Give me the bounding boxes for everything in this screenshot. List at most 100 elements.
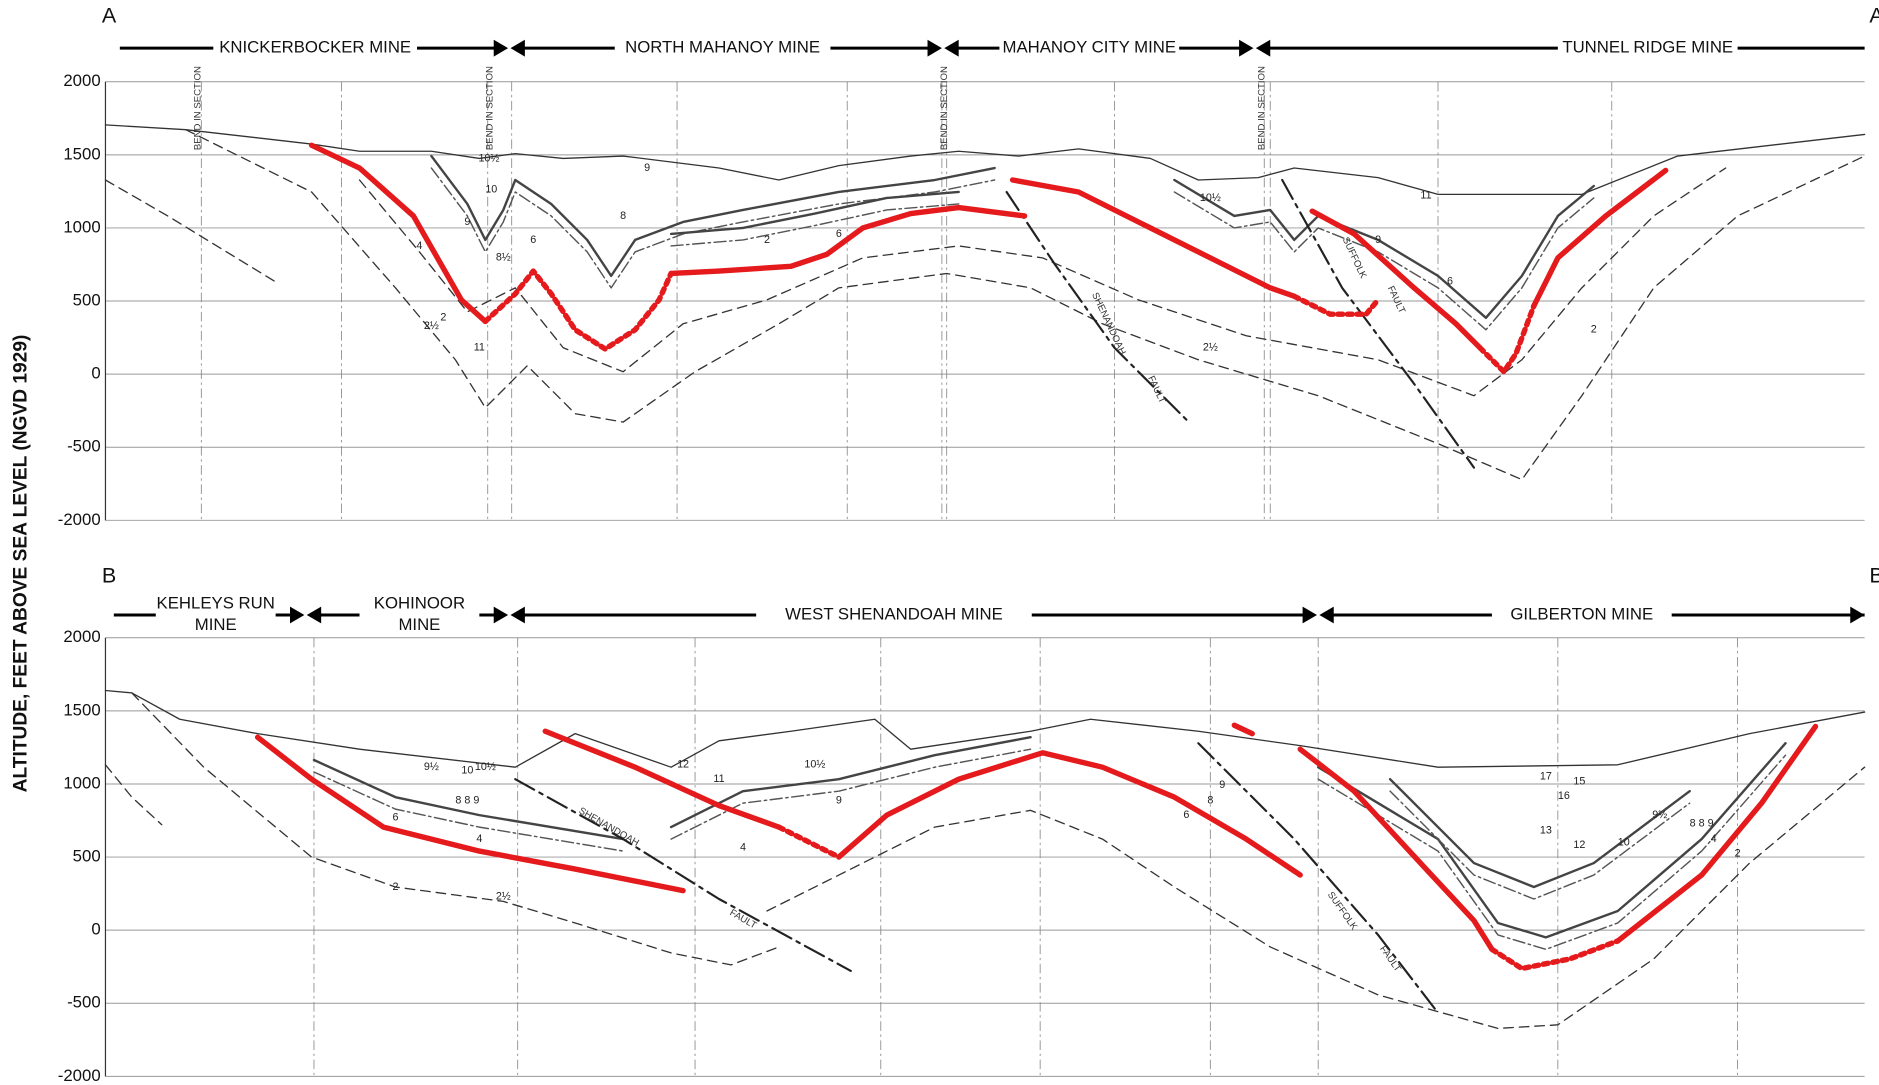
y-tick-label: -500 <box>67 993 101 1012</box>
mine-label: KEHLEYS RUN <box>157 594 275 613</box>
bed-label: 2 <box>392 881 398 893</box>
bed-label: 2½ <box>424 320 439 332</box>
bed-label: 4 <box>740 841 746 853</box>
bed-label: 6 <box>1183 809 1189 821</box>
ground-surface <box>105 125 1864 195</box>
bed-label: 10½ <box>478 152 499 164</box>
arrowhead <box>1239 40 1253 57</box>
mine-label: GILBERTON MINE <box>1510 604 1653 623</box>
coal-bed <box>1174 180 1593 318</box>
bed-dashed <box>105 765 161 825</box>
y-tick-label: 1000 <box>63 773 100 792</box>
page: {"y_axis_label":"ALTITUDE, FEET ABOVE SE… <box>0 0 1879 1085</box>
mine-label: NORTH MAHANOY MINE <box>625 38 820 57</box>
bed-label: 2 <box>764 234 770 246</box>
bed-label: 6 <box>836 228 842 240</box>
bed-label: 4 <box>416 240 422 252</box>
mine-label: KNICKERBOCKER MINE <box>219 38 411 57</box>
coal-bed <box>671 737 1031 827</box>
bed-label: 9 <box>464 216 470 228</box>
mine-pool-line <box>485 271 671 349</box>
mine-pool-line <box>671 208 1025 274</box>
bed-label: 8 8 9 <box>455 795 479 807</box>
mine-pool-line <box>1234 725 1252 733</box>
bend-label: BEND IN SECTION <box>192 66 203 150</box>
bed-label: 9 <box>1375 234 1381 246</box>
section-start-label: A <box>102 3 117 28</box>
bed-dashed <box>767 767 1865 1028</box>
y-tick-label: 500 <box>73 847 101 866</box>
y-tick-label: -2000 <box>58 510 101 529</box>
arrowhead <box>510 40 524 57</box>
bed-label: 2 <box>1735 847 1741 859</box>
mine-pool-line <box>1534 170 1666 305</box>
bed-label: 2 <box>1591 324 1597 336</box>
bed-label: 13 <box>1540 825 1552 837</box>
mine-pool-line <box>1300 749 1492 949</box>
bed-label: 11 <box>1420 189 1431 201</box>
bed-label: 10½ <box>475 761 496 773</box>
mine-label: MINE <box>398 615 440 634</box>
bed-label: 9½ <box>424 761 439 773</box>
y-tick-label: -500 <box>67 437 101 456</box>
bed-label: 6 <box>392 811 398 823</box>
bend-label: BEND IN SECTION <box>1256 66 1267 150</box>
bed-label: 4 <box>476 833 482 845</box>
bed-dashed <box>132 693 779 965</box>
y-tick-label: 1500 <box>63 700 100 719</box>
section-end-label: B' <box>1869 562 1879 587</box>
arrowhead <box>307 607 321 624</box>
bed-label: 2 <box>440 312 446 324</box>
coal-bed <box>1390 791 1690 899</box>
y-tick-label: -2000 <box>58 1066 101 1085</box>
y-tick-label: 2000 <box>63 627 100 646</box>
mine-pool-line <box>1013 180 1295 296</box>
mine-label: MINE <box>195 615 237 634</box>
mine-pool-line <box>1492 941 1618 969</box>
bed-label: 9 <box>1219 779 1225 791</box>
bed-label: 12 <box>677 759 689 771</box>
y-tick-label: 0 <box>91 364 100 383</box>
bed-label: 10½ <box>804 759 825 771</box>
bed-label: 17 <box>1540 771 1552 783</box>
bend-label: BEND IN SECTION <box>485 66 496 150</box>
bed-label: 10 <box>485 183 497 195</box>
bed-label: 11 <box>474 342 485 354</box>
fault-line <box>515 779 851 971</box>
section-end-label: A' <box>1869 3 1879 28</box>
bed-dashed <box>360 168 1726 396</box>
mine-label: TUNNEL RIDGE MINE <box>1562 38 1733 57</box>
y-tick-label: 2000 <box>63 71 100 90</box>
y-tick-label: 1500 <box>63 144 100 163</box>
section-start-label: B <box>102 562 116 587</box>
bed-label: 9 <box>836 795 842 807</box>
bend-label: BEND IN SECTION <box>939 66 950 150</box>
bed-label: 8 <box>1207 795 1213 807</box>
fault-label: FAULT <box>1145 374 1167 405</box>
arrowhead <box>494 40 508 57</box>
mine-pool-line <box>779 827 839 857</box>
mine-pool-line <box>312 145 486 321</box>
mine-pool-line <box>1294 296 1378 314</box>
arrowhead <box>944 40 958 57</box>
cross-sections: ALTITUDE, FEET ABOVE SEA LEVEL (NGVD 192… <box>0 0 1879 1085</box>
mine-label: KOHINOOR <box>374 594 465 613</box>
bed-label: 10 <box>461 765 473 777</box>
mine-label: MAHANOY CITY MINE <box>1002 38 1176 57</box>
y-axis-label: ALTITUDE, FEET ABOVE SEA LEVEL (NGVD 192… <box>11 335 32 793</box>
arrowhead <box>1303 607 1317 624</box>
bed-label: 8½ <box>496 252 511 264</box>
bed-label: 6 <box>1447 276 1453 288</box>
bed-label: 12 <box>1573 839 1585 851</box>
y-tick-label: 1000 <box>63 217 100 236</box>
fault-label: SUFFOLK <box>1325 890 1360 933</box>
ground-surface <box>105 690 1864 767</box>
arrowhead <box>290 607 304 624</box>
bed-label: 6 <box>530 234 536 246</box>
arrowhead <box>1319 607 1333 624</box>
arrowhead <box>928 40 942 57</box>
arrowhead <box>1850 607 1864 624</box>
fault-label: FAULT <box>1385 284 1407 315</box>
y-tick-label: 0 <box>91 920 100 939</box>
arrowhead <box>494 607 508 624</box>
